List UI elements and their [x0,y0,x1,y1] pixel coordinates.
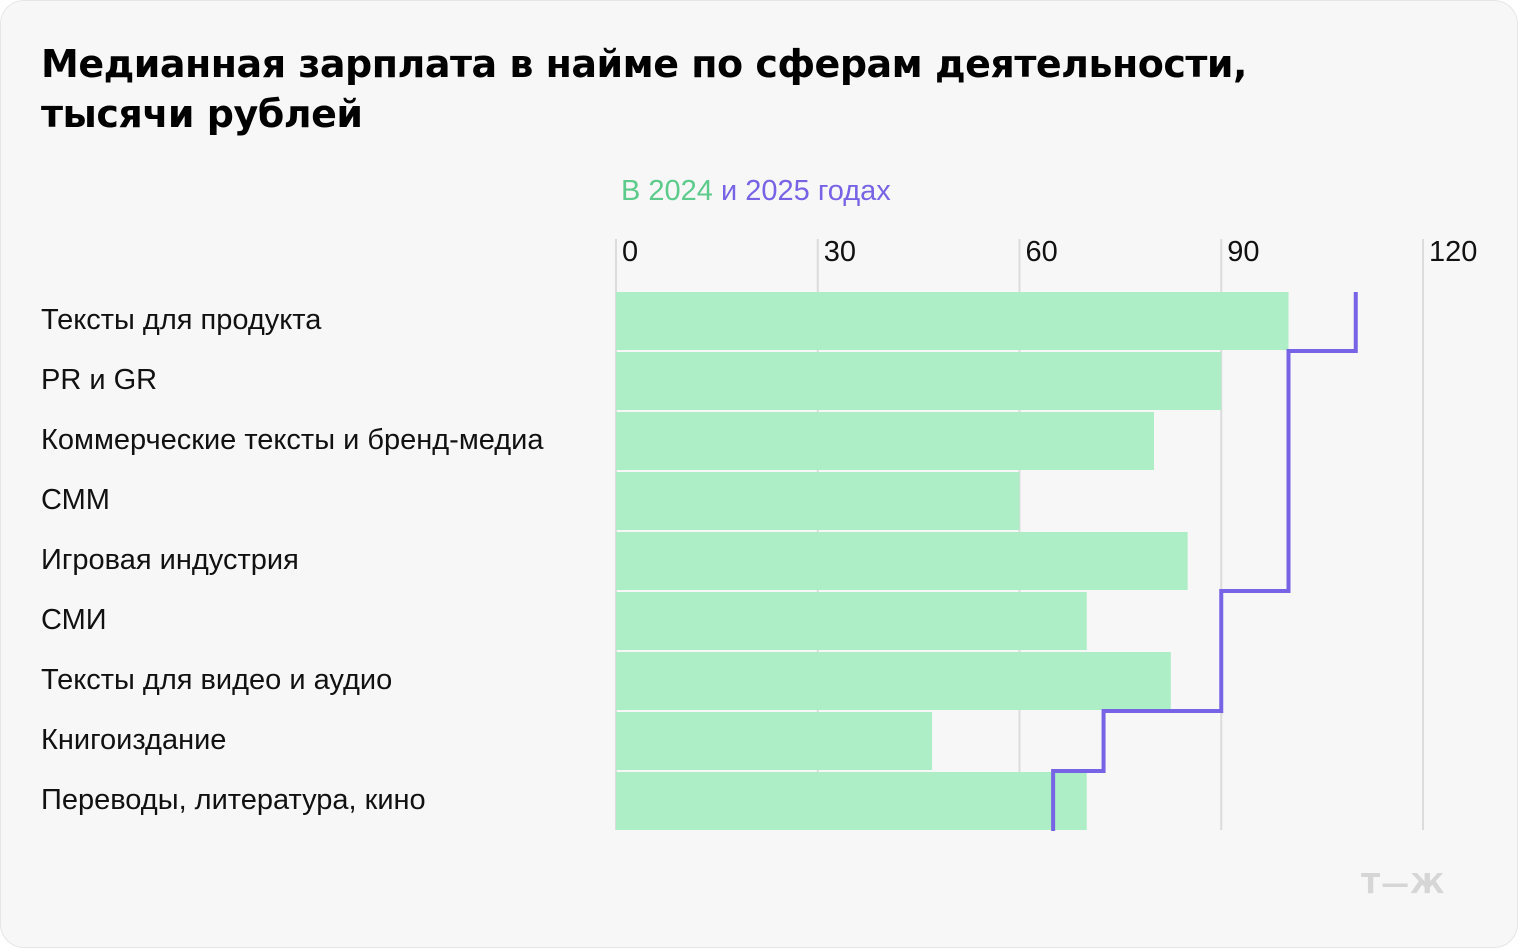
legend-2024: В 2024 [621,175,713,207]
chart-legend: В 2024 и 2025 годах [621,173,891,209]
category-label: Тексты для видео и аудио [41,664,393,696]
legend-2025: 2025 годах [745,175,891,207]
line-2025 [1051,292,1358,831]
legend-joiner: и [712,175,746,207]
bar-2024 [616,652,1171,710]
x-tick-label: 0 [622,236,638,268]
chart-title-line-1: Медианная зарплата в найме по сферам дея… [41,42,1247,86]
bar-2024 [616,712,933,770]
category-label: Книгоиздание [41,724,227,756]
category-label: СММ [41,484,110,516]
chart-title-line-2: тысячи рублей [41,92,363,136]
bar-2024 [616,412,1154,470]
category-label: PR и GR [41,364,158,396]
category-label: Игровая индустрия [41,544,299,576]
bar-2024 [616,352,1222,410]
bar-2024 [616,292,1289,350]
x-tick-label: 120 [1429,236,1477,268]
x-tick-label: 60 [1026,236,1058,268]
category-label: Коммерческие тексты и бренд-медиа [41,424,544,456]
category-label: Тексты для продукта [41,304,322,336]
brand-logo: Т—Ж [1361,867,1446,900]
chart-title: Медианная зарплата в найме по сферам дея… [41,39,1247,139]
category-label: СМИ [41,604,107,636]
bar-2024 [616,592,1087,650]
x-tick-label: 90 [1227,236,1259,268]
bar-2024 [616,532,1188,590]
bar-2024 [616,772,1087,830]
bar-2024 [616,472,1020,530]
category-label: Переводы, литература, кино [41,784,426,816]
x-tick-label: 30 [824,236,856,268]
